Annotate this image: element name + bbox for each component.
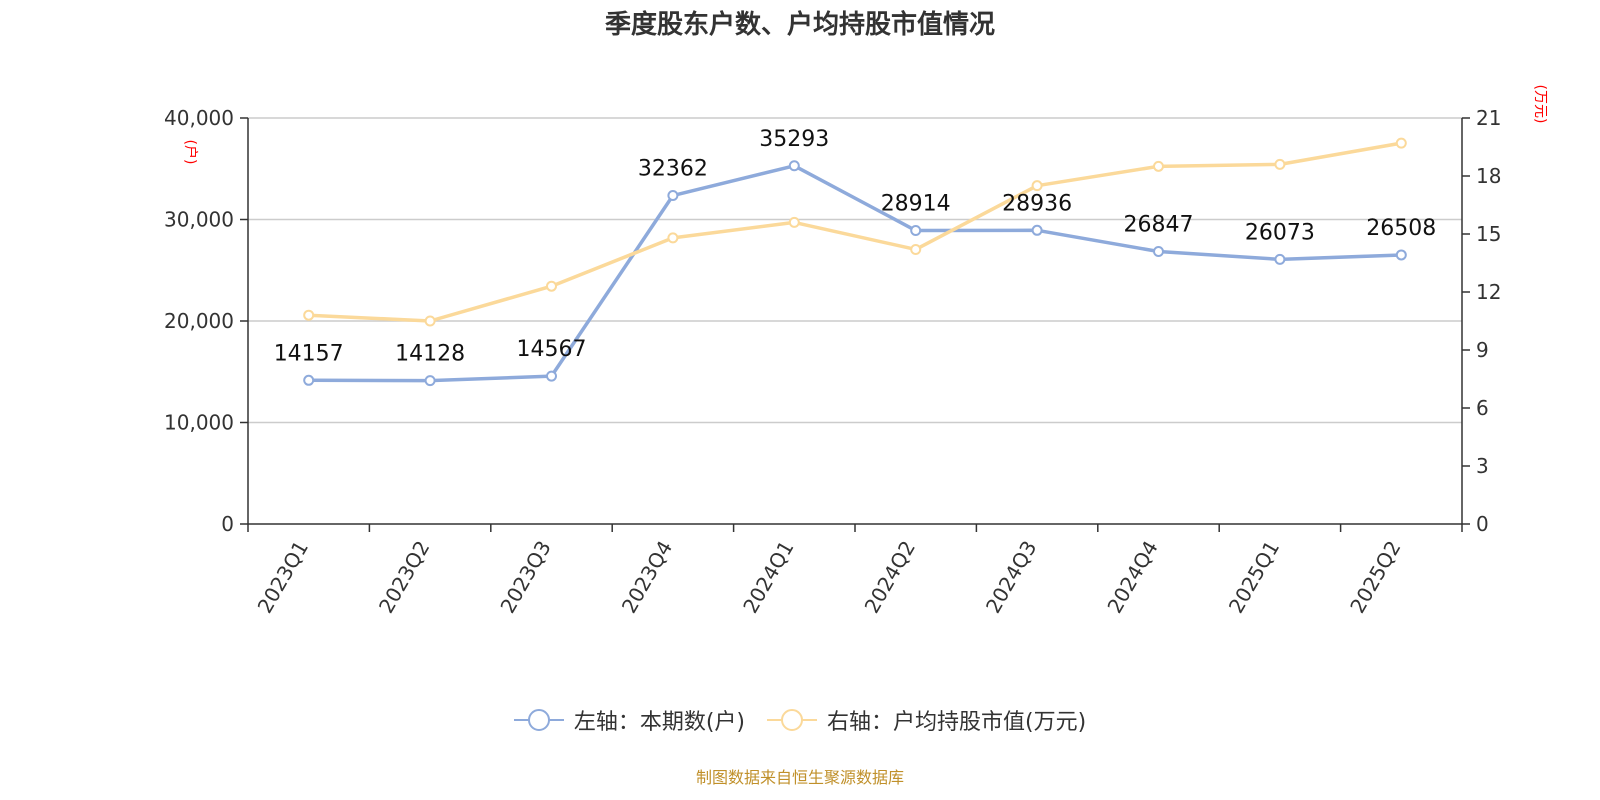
right-axis-tick-label: 12 bbox=[1476, 280, 1501, 304]
x-axis-tick-label: 2024Q3 bbox=[981, 537, 1041, 618]
legend-right-series-marker-icon bbox=[767, 708, 817, 732]
left-series-point bbox=[667, 190, 679, 202]
right-series-point bbox=[303, 309, 315, 321]
right-series-point bbox=[788, 216, 800, 228]
left-axis-tick-label: 20,000 bbox=[164, 309, 234, 333]
left-series-point bbox=[1031, 224, 1043, 236]
legend-left-series-marker-icon bbox=[513, 708, 564, 732]
left-series-point bbox=[910, 225, 922, 237]
x-axis-tick-label: 2023Q2 bbox=[374, 537, 434, 618]
right-axis-tick-label: 3 bbox=[1476, 454, 1489, 478]
x-axis-tick-label: 2025Q2 bbox=[1345, 537, 1405, 618]
left-series-data-label: 26847 bbox=[1124, 213, 1194, 238]
right-series-point bbox=[546, 280, 557, 292]
series-layer bbox=[303, 137, 1407, 387]
legend-item-left-series[interactable]: 左轴：本期数(户) bbox=[513, 704, 745, 736]
left-axis-unit: (户) bbox=[182, 140, 199, 165]
x-axis-tick-label: 2024Q2 bbox=[860, 537, 920, 618]
data-source-note: 制图数据来自恒生聚源数据库 bbox=[695, 768, 904, 787]
x-axis-tick-label: 2023Q1 bbox=[253, 537, 313, 618]
right-series-point bbox=[1153, 160, 1164, 172]
gridlines bbox=[248, 117, 1462, 424]
x-axis-tick-label: 2025Q1 bbox=[1224, 537, 1284, 618]
right-axis-tick-label: 15 bbox=[1476, 222, 1501, 246]
left-series-line bbox=[308, 164, 1402, 383]
left-axis-tick-label: 0 bbox=[221, 512, 234, 536]
left-series-point bbox=[1395, 249, 1407, 261]
left-series-point bbox=[1274, 253, 1286, 265]
legend-label-left-series: 左轴：本期数(户) bbox=[573, 710, 745, 735]
right-axis-tick-label: 9 bbox=[1476, 338, 1489, 362]
right-axis-tick-label: 6 bbox=[1476, 396, 1489, 420]
left-axis-tick-label: 40,000 bbox=[164, 106, 234, 130]
right-series-line bbox=[308, 141, 1402, 323]
left-series-data-label: 26508 bbox=[1366, 216, 1436, 241]
data-labels: 14157 14128 14567 32362 35293 28914 28936 26847… bbox=[274, 127, 1437, 367]
right-series-point bbox=[667, 232, 679, 244]
left-series-data-label: 26073 bbox=[1245, 220, 1315, 245]
left-series-data-label: 28914 bbox=[881, 192, 951, 217]
right-series-point bbox=[1031, 180, 1043, 192]
left-series-point bbox=[788, 160, 800, 172]
left-series-data-label: 14128 bbox=[395, 342, 465, 367]
legend: 左轴：本期数(户) 右轴：户均持股市值(万元) bbox=[0, 704, 1600, 736]
left-series-data-label: 28936 bbox=[1002, 191, 1072, 216]
right-series-point bbox=[424, 315, 436, 327]
axes: 0 10,000 20,000 30,000 40,000 0 3 6 9 12 15 18 21 (户)… bbox=[164, 85, 1548, 618]
right-series-point bbox=[1274, 158, 1286, 170]
left-series-point bbox=[1153, 246, 1164, 258]
left-series-data-label: 14157 bbox=[274, 341, 344, 366]
x-axis-tick-label: 2023Q4 bbox=[617, 537, 677, 618]
right-axis-unit: (万元) bbox=[1532, 85, 1548, 124]
left-series-data-label: 32362 bbox=[638, 157, 708, 182]
right-series-point bbox=[910, 243, 922, 255]
legend-label-right-series: 右轴：户均持股市值(万元) bbox=[827, 710, 1087, 735]
left-series-data-label: 14567 bbox=[517, 337, 587, 362]
legend-item-right-series[interactable]: 右轴：户均持股市值(万元) bbox=[767, 704, 1086, 736]
left-axis-tick-label: 30,000 bbox=[164, 208, 234, 232]
chart-title: 季度股东户数、户均持股市值情况 bbox=[604, 10, 995, 40]
right-series-point bbox=[1395, 137, 1407, 149]
right-axis-tick-label: 0 bbox=[1476, 512, 1489, 536]
left-series-data-label: 35293 bbox=[759, 127, 829, 152]
right-axis-tick-label: 18 bbox=[1476, 164, 1501, 188]
x-axis-tick-label: 2023Q3 bbox=[495, 537, 555, 618]
left-axis-tick-label: 10,000 bbox=[164, 411, 234, 435]
right-axis-tick-label: 21 bbox=[1476, 106, 1501, 130]
left-series-point bbox=[424, 375, 436, 387]
left-series-point bbox=[546, 370, 557, 382]
x-axis-tick-label: 2024Q4 bbox=[1102, 537, 1162, 618]
left-series-point bbox=[303, 374, 315, 386]
x-axis-tick-label: 2024Q1 bbox=[738, 537, 798, 618]
